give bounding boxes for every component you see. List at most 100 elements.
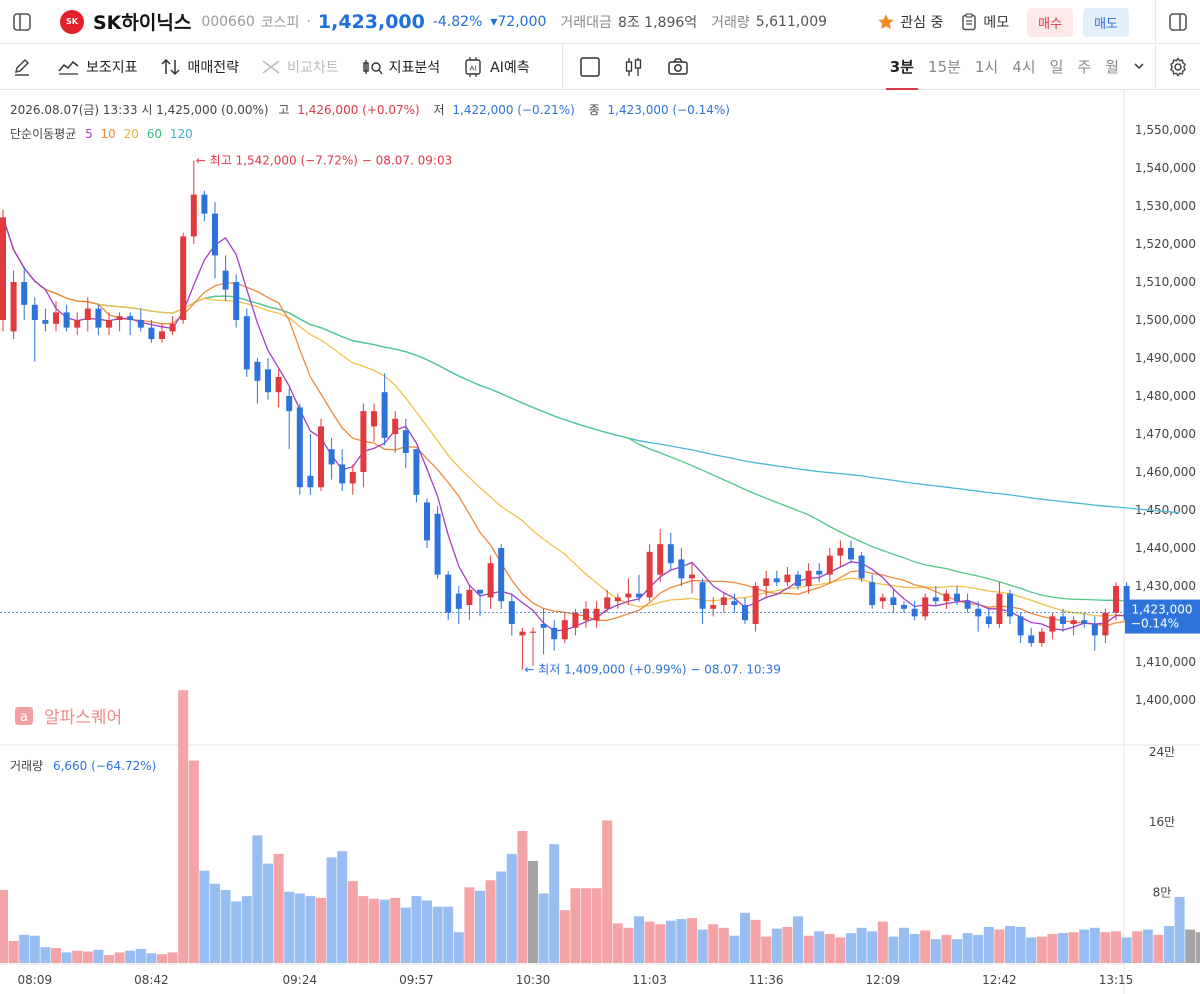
candle[interactable] bbox=[540, 608, 547, 655]
candle[interactable] bbox=[625, 578, 632, 605]
candle[interactable] bbox=[254, 358, 261, 404]
candle[interactable] bbox=[699, 578, 706, 624]
candle[interactable] bbox=[318, 418, 324, 491]
candle-type-button[interactable] bbox=[623, 56, 651, 78]
candle[interactable] bbox=[455, 586, 462, 624]
ma-legend[interactable]: 단순이동평균 5 10 20 60 120 bbox=[10, 127, 193, 141]
candle[interactable] bbox=[381, 373, 388, 446]
candle[interactable] bbox=[1081, 612, 1088, 628]
candle[interactable] bbox=[1049, 612, 1056, 640]
candle[interactable] bbox=[466, 586, 473, 621]
candle[interactable] bbox=[720, 593, 727, 613]
candle[interactable] bbox=[816, 563, 823, 583]
candle[interactable] bbox=[636, 574, 642, 602]
candle[interactable] bbox=[1113, 582, 1119, 621]
buy-button[interactable]: 매수 bbox=[1027, 7, 1074, 37]
candle[interactable] bbox=[879, 593, 886, 609]
candle[interactable] bbox=[21, 266, 28, 320]
candle[interactable] bbox=[53, 301, 59, 332]
candle[interactable] bbox=[106, 312, 112, 336]
candle[interactable] bbox=[402, 418, 409, 469]
candle[interactable] bbox=[445, 570, 452, 621]
candle[interactable] bbox=[869, 574, 876, 609]
candle[interactable] bbox=[328, 437, 335, 480]
candle[interactable] bbox=[424, 498, 430, 548]
trade-strategy-button[interactable]: 매매전략 bbox=[160, 57, 239, 77]
indicators-button[interactable]: 보조지표 bbox=[58, 57, 138, 77]
candle[interactable] bbox=[678, 548, 685, 586]
candle[interactable] bbox=[731, 593, 738, 613]
candle[interactable] bbox=[604, 589, 611, 613]
memo-button[interactable]: 메모 bbox=[961, 12, 1009, 32]
candle[interactable] bbox=[31, 297, 38, 362]
candle[interactable] bbox=[932, 586, 939, 605]
tab-week[interactable]: 주 bbox=[1077, 58, 1092, 76]
candle[interactable] bbox=[773, 570, 780, 586]
candle[interactable] bbox=[890, 589, 897, 613]
candle[interactable] bbox=[593, 601, 600, 628]
candle[interactable] bbox=[477, 589, 483, 617]
candle[interactable] bbox=[742, 597, 748, 624]
chart-settings-button[interactable] bbox=[1155, 45, 1200, 89]
candle[interactable] bbox=[498, 544, 505, 609]
candle[interactable] bbox=[212, 202, 218, 279]
candle[interactable] bbox=[561, 612, 568, 643]
candle[interactable] bbox=[689, 563, 695, 594]
candle[interactable] bbox=[985, 608, 992, 628]
candle[interactable] bbox=[487, 555, 494, 609]
candle[interactable] bbox=[922, 593, 929, 621]
candle[interactable] bbox=[1017, 612, 1024, 643]
candle[interactable] bbox=[530, 627, 536, 666]
candle[interactable] bbox=[572, 608, 579, 636]
candle[interactable] bbox=[349, 464, 356, 495]
tab-3min[interactable]: 3분 bbox=[885, 44, 919, 90]
tab-4hour[interactable]: 4시 bbox=[1012, 58, 1036, 76]
candle[interactable] bbox=[84, 297, 91, 332]
candle[interactable] bbox=[127, 312, 134, 336]
candle[interactable] bbox=[551, 620, 558, 651]
candle[interactable] bbox=[95, 304, 102, 336]
candle[interactable] bbox=[307, 434, 314, 495]
stock-name[interactable]: SK하이닉스 bbox=[93, 12, 192, 34]
candle[interactable] bbox=[222, 255, 229, 301]
candle[interactable] bbox=[519, 627, 526, 670]
chart-type-toggle[interactable] bbox=[579, 56, 607, 78]
candle[interactable] bbox=[975, 601, 982, 632]
candle[interactable] bbox=[583, 601, 589, 628]
screenshot-button[interactable] bbox=[667, 57, 695, 77]
candle[interactable] bbox=[42, 308, 49, 332]
candle[interactable] bbox=[763, 570, 770, 598]
candle[interactable] bbox=[805, 563, 812, 594]
tab-15min[interactable]: 15분 bbox=[927, 58, 961, 76]
candle[interactable] bbox=[74, 312, 81, 336]
candle[interactable] bbox=[169, 316, 176, 336]
candle[interactable] bbox=[614, 593, 621, 609]
ai-forecast-button[interactable]: AI AI예측 bbox=[462, 56, 530, 78]
candle[interactable] bbox=[265, 358, 271, 400]
candle[interactable] bbox=[159, 323, 165, 343]
candle[interactable] bbox=[954, 586, 960, 605]
candle[interactable] bbox=[508, 593, 515, 636]
tab-month[interactable]: 월 bbox=[1105, 58, 1119, 76]
candle[interactable] bbox=[646, 544, 653, 602]
candle[interactable] bbox=[116, 312, 123, 332]
candle[interactable] bbox=[901, 601, 907, 613]
candle[interactable] bbox=[858, 551, 865, 583]
candle[interactable] bbox=[784, 567, 791, 586]
candle[interactable] bbox=[837, 540, 844, 567]
candle[interactable] bbox=[360, 403, 367, 488]
candle[interactable] bbox=[1007, 589, 1013, 624]
candle[interactable] bbox=[434, 506, 441, 579]
candle[interactable] bbox=[943, 589, 950, 609]
timeframe-more[interactable] bbox=[1133, 44, 1145, 90]
candle[interactable] bbox=[137, 308, 144, 332]
tab-1hour[interactable]: 1시 bbox=[974, 58, 999, 76]
candle[interactable] bbox=[392, 411, 399, 453]
candle[interactable] bbox=[1038, 627, 1045, 647]
candle[interactable] bbox=[233, 274, 240, 328]
candle[interactable] bbox=[826, 548, 833, 583]
candle[interactable] bbox=[63, 304, 70, 332]
candle[interactable] bbox=[657, 529, 664, 583]
draw-tool-button[interactable] bbox=[0, 45, 44, 89]
compare-chart-button[interactable]: 비교차트 bbox=[261, 57, 339, 77]
